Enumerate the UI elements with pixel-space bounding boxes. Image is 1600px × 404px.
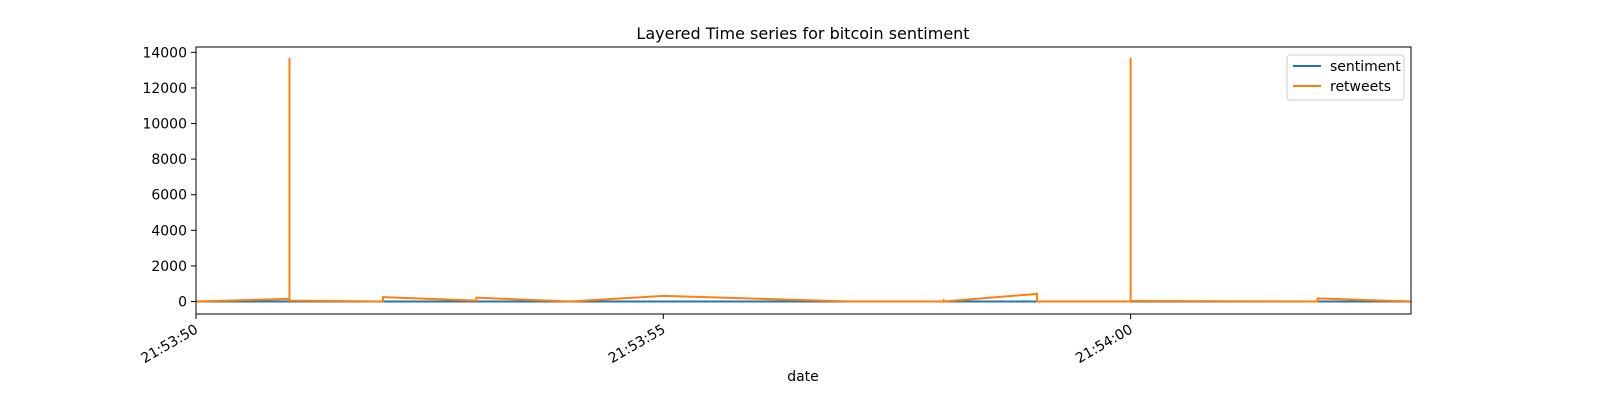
y-tick-label: 6000 [151,188,187,204]
x-axis-label: date [787,369,819,385]
plot-area [196,57,1411,303]
y-tick-label: 10000 [142,117,187,133]
x-tick-label: 21:53:55 [606,322,668,367]
y-tick-label: 14000 [142,45,187,61]
y-tick-label: 4000 [151,223,187,239]
y-axis: 0 2000 4000 6000 8000 10000 12000 14000 [142,45,196,311]
y-tick-label: 2000 [151,259,187,275]
x-tick-label: 21:54:00 [1073,322,1135,367]
y-tick-label: 12000 [142,81,187,97]
x-tick-label: 21:53:50 [139,322,201,367]
chart-title: Layered Time series for bitcoin sentimen… [636,24,969,43]
y-tick-label: 8000 [151,152,187,168]
y-tick-label: 0 [178,295,187,311]
legend: sentiment retweets [1286,54,1405,101]
legend-label-retweets: retweets [1330,79,1391,95]
legend-label-sentiment: sentiment [1330,59,1401,75]
plot-frame [195,46,1412,315]
series-line-retweets [196,57,1411,303]
x-axis: 21:53:50 21:53:55 21:54:00 [139,314,1136,367]
